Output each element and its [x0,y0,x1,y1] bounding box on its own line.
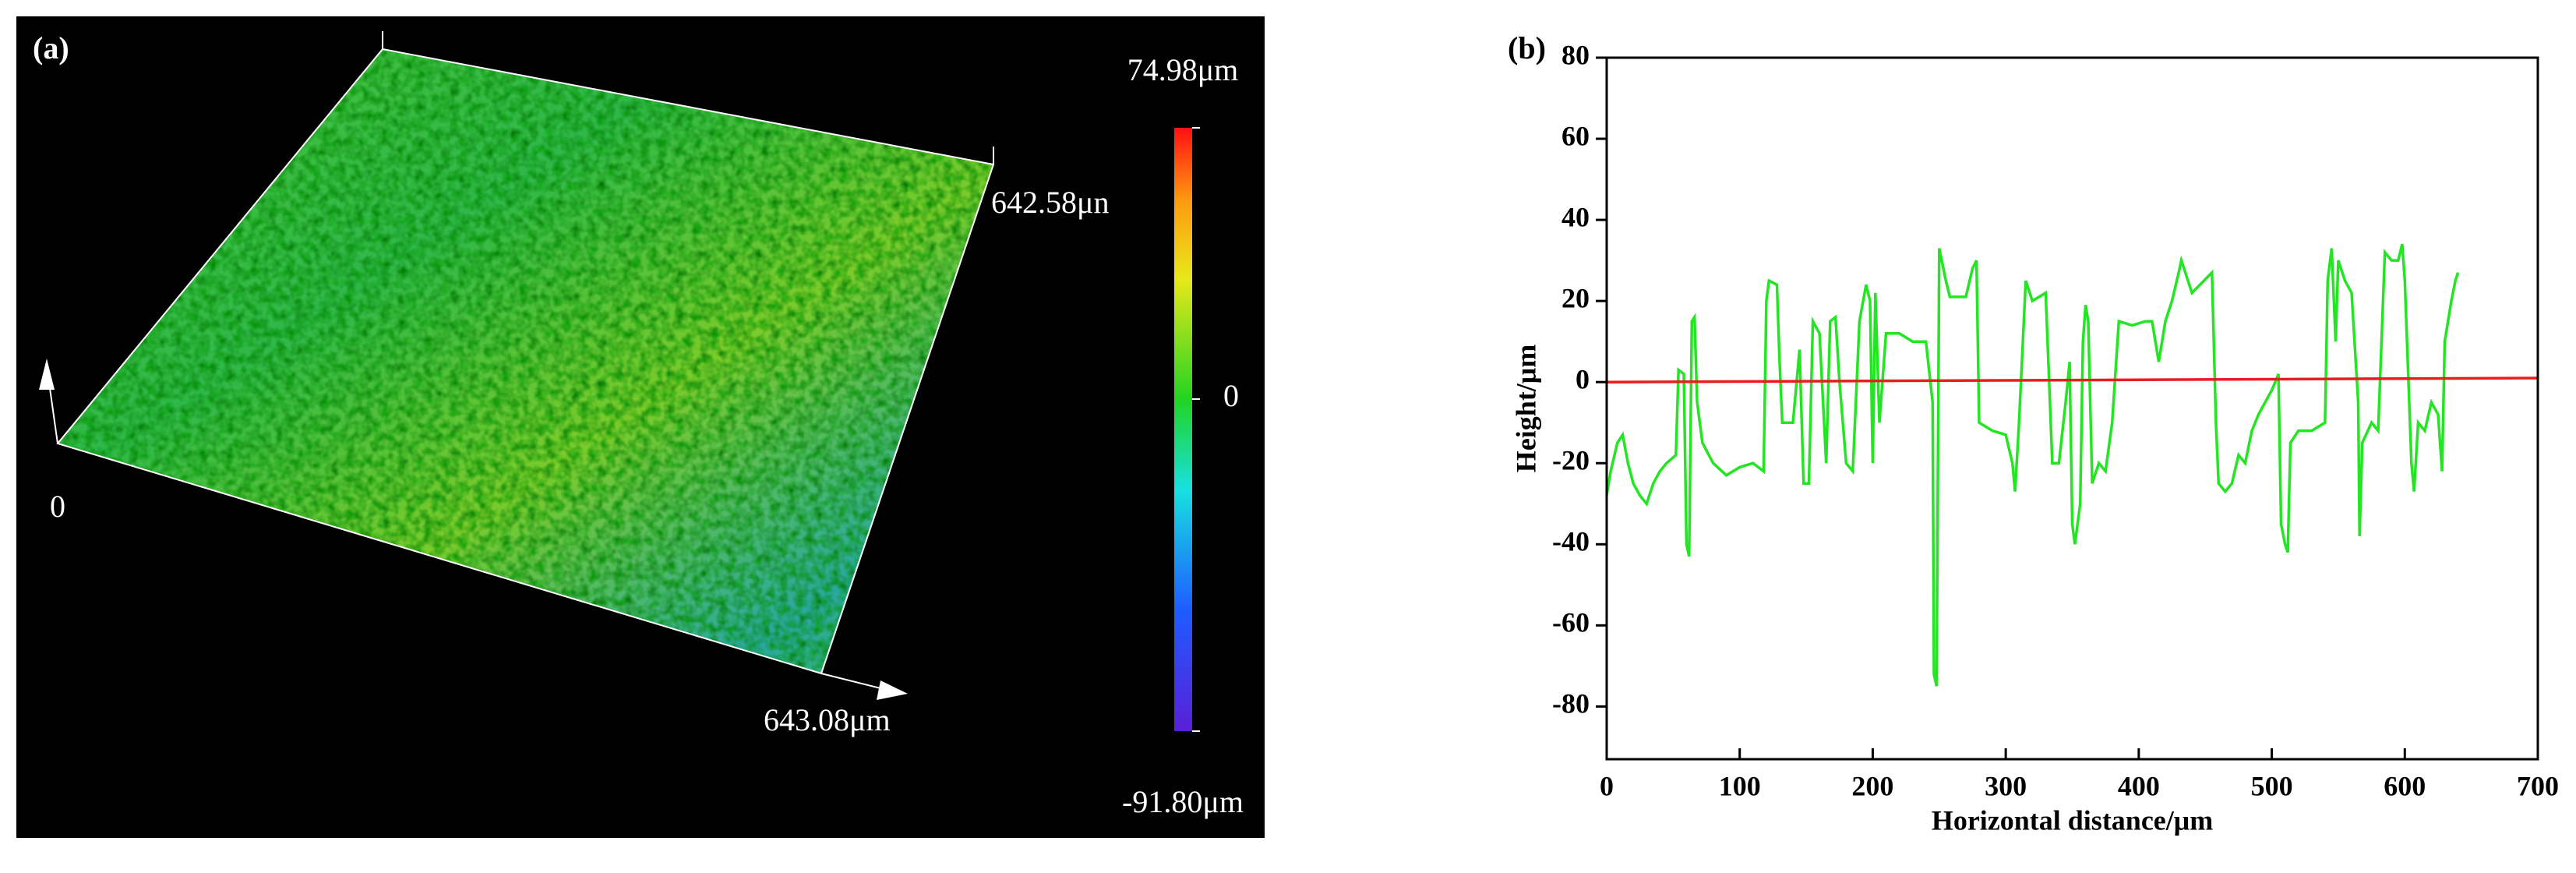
x-dim-label: 643.08μm [764,702,891,737]
y-tick-label: 20 [1561,282,1590,313]
color-bar [1174,128,1192,731]
y-tick-label: 40 [1561,201,1590,232]
x-tick-label: 300 [1985,770,2027,801]
colorbar-label: 0 [1223,378,1239,413]
x-tick-label: 0 [1600,770,1614,801]
y-tick-label: -60 [1552,607,1590,638]
line-series [1605,243,2460,687]
panel-label: (a) [33,30,69,65]
y-axis-label: Height/μm [1510,345,1541,472]
x-axis-label: Horizontal distance/μm [1932,804,2213,836]
y-tick-label: 60 [1561,120,1590,151]
x-tick-label: 100 [1719,770,1761,801]
y-tick-label: -80 [1552,688,1590,719]
colorbar-label: 74.98μm [1127,52,1239,87]
panel-label: (b) [1508,30,1546,65]
line-series [1606,376,2539,383]
x-tick-label: 200 [1851,770,1893,801]
plot-frame [1605,56,2539,761]
x-tick-label: 400 [2118,770,2160,801]
x-tick-label: 700 [2517,770,2559,801]
y-tick-label: -20 [1552,444,1590,475]
y-tick-label: 80 [1561,39,1590,70]
y-tick-label: -40 [1552,526,1590,557]
x-tick-label: 600 [2384,770,2426,801]
origin-label: 0 [50,489,65,524]
colorbar-label: -91.80μm [1122,784,1244,819]
y-dim-label: 642.58μn [991,185,1109,220]
y-tick-label: 0 [1576,363,1590,394]
x-tick-label: 500 [2251,770,2293,801]
